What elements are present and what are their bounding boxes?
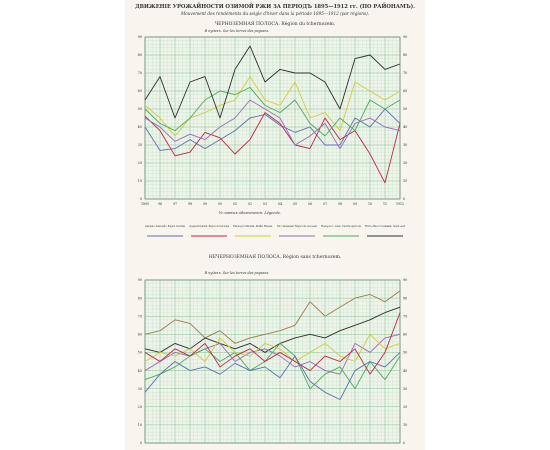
chart1-xtick-label: 10 bbox=[368, 202, 372, 206]
chart2-ytick-label-right: 60 bbox=[403, 333, 407, 337]
chart1-ytick-label: 70 bbox=[138, 71, 142, 75]
chart1-series-line-3 bbox=[144, 76, 401, 137]
legend-label-4: Юго-Западный. Région du sud-ouest bbox=[277, 224, 318, 228]
chart1-ytick-label: 80 bbox=[138, 53, 142, 57]
chart2-series-line-1 bbox=[144, 290, 401, 344]
chart1-xtick-label: 09 bbox=[353, 202, 357, 206]
chart2-ytick-label-right: 80 bbox=[403, 296, 407, 300]
chart2-series-line-4 bbox=[144, 342, 401, 390]
chart1-ytick-label: 50 bbox=[138, 107, 142, 111]
chart1-ytick-label-right: 0 bbox=[403, 197, 405, 201]
chart1-xtick-label: 01 bbox=[233, 202, 237, 206]
chart1-ytick-label: 60 bbox=[138, 89, 142, 93]
chart2-ytick-label: 30 bbox=[138, 387, 142, 391]
chart2-ytick-label: 80 bbox=[138, 296, 142, 300]
chart1-ytick-label: 10 bbox=[138, 179, 142, 183]
chart1-series-line-6 bbox=[144, 45, 401, 119]
chart2-series-line-2 bbox=[144, 306, 401, 353]
chart1-xtick-label: 05 bbox=[293, 202, 297, 206]
chart2-series-line-5 bbox=[144, 333, 401, 362]
chart2-title: НЕЧЕРНОЗЕМНАЯ ПОЛОСА. Région sans tchern… bbox=[209, 253, 342, 260]
chart1-xtick-label: 03 bbox=[263, 202, 267, 206]
chart2-ytick-label: 90 bbox=[138, 278, 142, 282]
chart1-ytick-label-right: 90 bbox=[403, 35, 407, 39]
chart2-ytick-label: 50 bbox=[138, 351, 142, 355]
chart2-ytick-label: 40 bbox=[138, 369, 142, 373]
chart2-ytick-label-right: 40 bbox=[403, 369, 407, 373]
chart2-ytick-label: 0 bbox=[140, 441, 142, 445]
chart1-ytick-label-right: 10 bbox=[403, 179, 407, 183]
chart2-ytick-label-right: 10 bbox=[403, 423, 407, 427]
chart1-xtick-label: 98 bbox=[188, 202, 192, 206]
chart1-ytick-label: 40 bbox=[138, 125, 142, 129]
chart2-ytick-label-right: 0 bbox=[403, 441, 405, 445]
legend-label-3: Малороссійскій. Petite Russie. bbox=[233, 224, 273, 228]
chart2-ytick-label: 20 bbox=[138, 405, 142, 409]
chart2-ytick-label: 10 bbox=[138, 423, 142, 427]
chart1-ytick-label-right: 50 bbox=[403, 107, 407, 111]
legend-label-2: Средне-Волжскій. Région du bas Volga bbox=[189, 224, 229, 228]
chart1-xtick-label: 08 bbox=[338, 202, 342, 206]
chart1-ytick-label-right: 80 bbox=[403, 53, 407, 57]
chart2-ytick-label-right: 90 bbox=[403, 278, 407, 282]
chart1-xtick-label: 06 bbox=[308, 202, 312, 206]
chart1-ytick-label: 20 bbox=[138, 161, 142, 165]
legend-label-5: Новоросс. зона. Centre agricole bbox=[321, 224, 361, 228]
chart1-xtick-label: 1912 bbox=[396, 202, 404, 206]
chart1-ytick-label-right: 70 bbox=[403, 71, 407, 75]
chart2-ytick-label-right: 20 bbox=[403, 405, 407, 409]
chart1-series-line-2 bbox=[144, 112, 401, 184]
chart1-series-line-5 bbox=[144, 86, 401, 137]
chart2-ytick-label-right: 50 bbox=[403, 351, 407, 355]
chart2-ytick-label: 70 bbox=[138, 314, 142, 318]
chart1-ytick-label-right: 20 bbox=[403, 161, 407, 165]
map-plate: ДВИЖЕНІЕ УРОЖАЙНОСТИ ОЗИМОЙ РЖИ ЗА ПЕРІО… bbox=[125, 0, 425, 450]
chart1-series-line-4 bbox=[144, 99, 401, 150]
chart1-xtick-label: 1895 bbox=[141, 202, 149, 206]
chart-figure: ДВИЖЕНІЕ УРОЖАЙНОСТИ ОЗИМОЙ РЖИ ЗА ПЕРІО… bbox=[135, 2, 415, 445]
chart1-ytick-label: 30 bbox=[138, 143, 142, 147]
chart2-ylabel: В пудахъ. Sur les terres des paysans. bbox=[204, 271, 270, 275]
chart1-xtick-label: 97 bbox=[173, 202, 177, 206]
legend-label-1: Централ.-Земледѣл. Région Centrale bbox=[145, 224, 185, 228]
chart1-xtick-label: 96 bbox=[158, 202, 162, 206]
chart1-xtick-label: 00 bbox=[218, 202, 222, 206]
legend-label-6: Юго-Восточный. Sud-est bbox=[365, 224, 406, 228]
chart2-series-line-7 bbox=[144, 352, 401, 400]
chart1-ytick-label: 90 bbox=[138, 35, 142, 39]
chart1-xtick-label: 02 bbox=[248, 202, 252, 206]
chart2-series-line-6 bbox=[144, 312, 401, 375]
chart1-ytick-label-right: 30 bbox=[403, 143, 407, 147]
chart1-ytick-label: 0 bbox=[140, 197, 142, 201]
plate-title-ru: ДВИЖЕНІЕ УРОЖАЙНОСТИ ОЗИМОЙ РЖИ ЗА ПЕРІО… bbox=[135, 2, 415, 10]
chart2-ytick-label: 60 bbox=[138, 333, 142, 337]
chart1-xtick-label: 11 bbox=[383, 202, 387, 206]
chart2-plot: 0 0 10 10 20 20 30 30 40 40 50 50 60 60 70 70 80 80 90 90 bbox=[138, 278, 408, 445]
chart2-ytick-label-right: 70 bbox=[403, 314, 407, 318]
plate-title-fr: Mouvement des rendements du seigle d'hiv… bbox=[180, 11, 369, 16]
chart1-xtick-label: 07 bbox=[323, 202, 327, 206]
chart1-ytick-label-right: 60 bbox=[403, 89, 407, 93]
chart1-xtick-label: 04 bbox=[278, 202, 282, 206]
chart1-series-line-1 bbox=[144, 108, 401, 151]
chart1-xtick-label: 99 bbox=[203, 202, 207, 206]
chart1-ylabel: В пудахъ. Sur les terres des paysans. bbox=[204, 29, 270, 33]
chart1-title: ЧЕРНОЗЕМНАЯ ПОЛОСА. Région du tchernozem… bbox=[215, 20, 336, 27]
chart2-ytick-label-right: 30 bbox=[403, 387, 407, 391]
chart1-ytick-label-right: 40 bbox=[403, 125, 407, 129]
chart1-legend-title: Условныя обозначенія. Légende. bbox=[219, 211, 281, 215]
chart1-legend: Централ.-Земледѣл. Région Centrale Средне… bbox=[145, 224, 406, 237]
